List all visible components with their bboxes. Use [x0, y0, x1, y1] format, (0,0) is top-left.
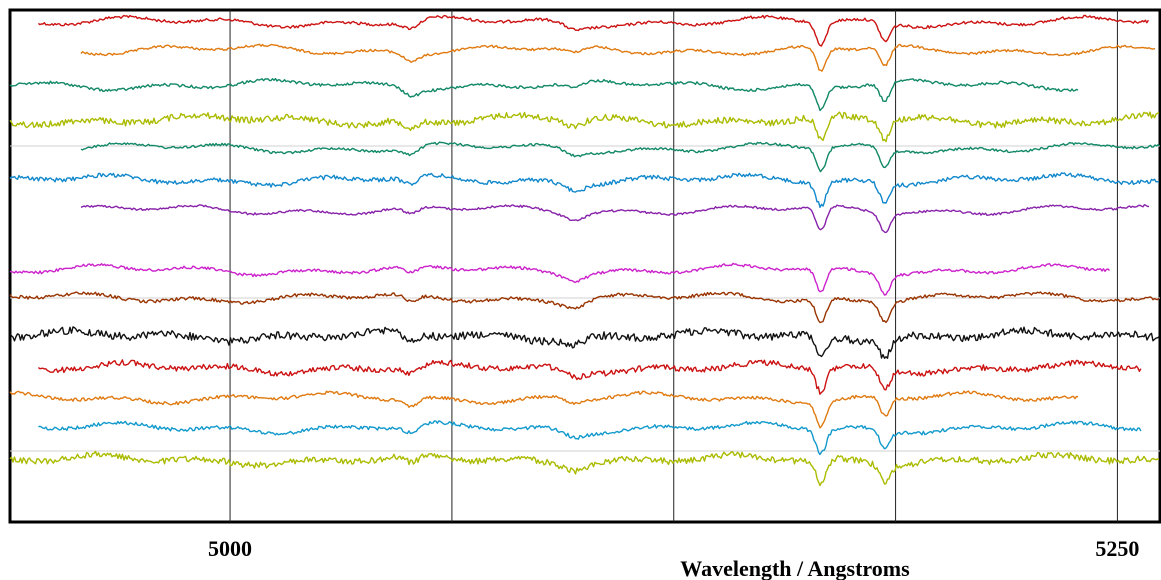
x-tick-label: 5000	[208, 536, 252, 561]
spectrum-series-line	[80, 203, 1150, 234]
vertical-gridlines	[229, 10, 1118, 522]
plot-frame	[8, 8, 1161, 524]
spectrum-series-line	[9, 390, 1079, 429]
spectrum-series-line	[9, 291, 1160, 324]
spectrum-series-line	[9, 111, 1160, 143]
x-axis-label: Wavelength / Angstroms	[680, 556, 910, 580]
spectrum-series-line	[37, 14, 1150, 47]
spectrum-series-line	[80, 43, 1156, 72]
spectrum-series-line	[9, 450, 1160, 487]
x-tick-label: 5250	[1095, 536, 1139, 561]
x-tick-labels: 5000 5250	[208, 536, 1139, 561]
spectrum-series-line	[9, 77, 1079, 112]
spectrum-series-line	[9, 326, 1160, 359]
spectrum-series-line	[9, 172, 1160, 209]
spectrum-series-line	[37, 359, 1142, 395]
spectrum-series-line	[38, 420, 1142, 456]
spectrum-series-line	[80, 141, 1160, 173]
spectrum-series-line	[9, 262, 1110, 296]
spectra-series	[9, 14, 1160, 487]
